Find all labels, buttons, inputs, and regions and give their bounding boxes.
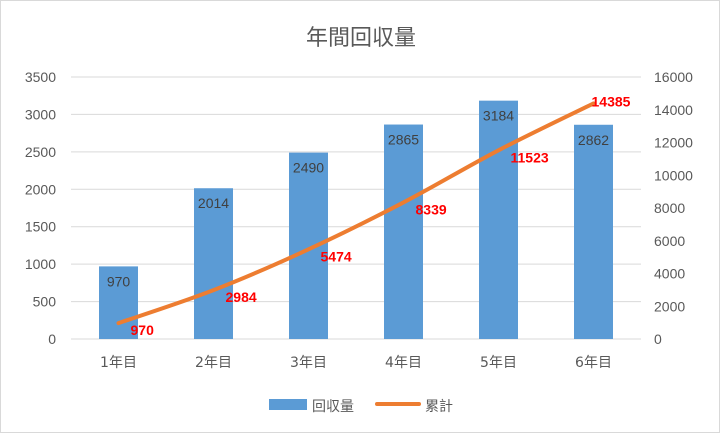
axis-labels: 0 500 1000 1500 2000 2500 3000 3500 0 2000 4000 600…: [25, 69, 693, 371]
legend-line-label: 累計: [425, 399, 453, 415]
legend-bar-label: 回収量: [312, 399, 354, 415]
bar-data-label: 970: [107, 273, 131, 289]
y-right-tick-label: 10000: [654, 167, 693, 183]
bar-data-label: 2862: [578, 132, 609, 148]
y-left-tick-label: 0: [48, 331, 56, 347]
y-left-tick-label: 500: [33, 294, 57, 310]
y-right-tick-label: 16000: [654, 69, 693, 85]
line-data-label: 2984: [226, 289, 257, 305]
gridlines: [71, 76, 641, 340]
legend: 回収量 累計: [269, 399, 453, 415]
y-left-tick-label: 2000: [25, 181, 56, 197]
y-left-tick-label: 1000: [25, 256, 56, 272]
y-right-tick-label: 12000: [654, 135, 693, 151]
y-left-tick-label: 3500: [25, 69, 56, 85]
bar-data-label: 2865: [388, 132, 419, 148]
bar: [479, 100, 518, 340]
cumulative-line: [116, 101, 596, 326]
bar-series: [99, 100, 613, 340]
y-right-tick-label: 14000: [654, 102, 693, 118]
y-left-tick-label: 2500: [25, 144, 56, 160]
y-right-tick-label: 8000: [654, 200, 685, 216]
y-right-tick-label: 4000: [654, 266, 685, 282]
line-data-label: 11523: [511, 149, 549, 165]
line-series: [116, 101, 596, 326]
bar: [194, 188, 233, 339]
x-tick-label: 5年目: [480, 355, 517, 371]
line-data-label: 8339: [416, 201, 447, 217]
y-right-tick-label: 0: [654, 331, 662, 347]
bar: [99, 266, 138, 339]
bar-data-label: 2490: [293, 160, 324, 176]
y-right-tick-label: 6000: [654, 233, 685, 249]
chart-title: 年間回収量: [306, 26, 416, 51]
line-data-label: 5474: [321, 248, 352, 264]
x-tick-label: 1年目: [100, 355, 137, 371]
y-left-tick-label: 1500: [25, 219, 56, 235]
x-tick-label: 4年目: [385, 355, 422, 371]
bar-data-label: 3184: [483, 108, 514, 124]
x-tick-label: 3年目: [290, 355, 327, 371]
legend-bar-swatch: [269, 399, 307, 410]
data-labels: 970 2014 2490 2865 3184 2862 970 2984 5474 8339 11…: [107, 93, 631, 338]
x-tick-label: 2年目: [195, 355, 232, 371]
bar-data-label: 2014: [198, 195, 229, 211]
y-right-tick-label: 2000: [654, 298, 685, 314]
bar: [384, 124, 423, 339]
line-data-label: 970: [131, 322, 155, 338]
line-data-label: 14385: [592, 93, 631, 109]
bar: [574, 124, 613, 340]
x-tick-label: 6年目: [575, 355, 612, 371]
y-left-tick-label: 3000: [25, 106, 56, 122]
bar: [289, 152, 328, 339]
